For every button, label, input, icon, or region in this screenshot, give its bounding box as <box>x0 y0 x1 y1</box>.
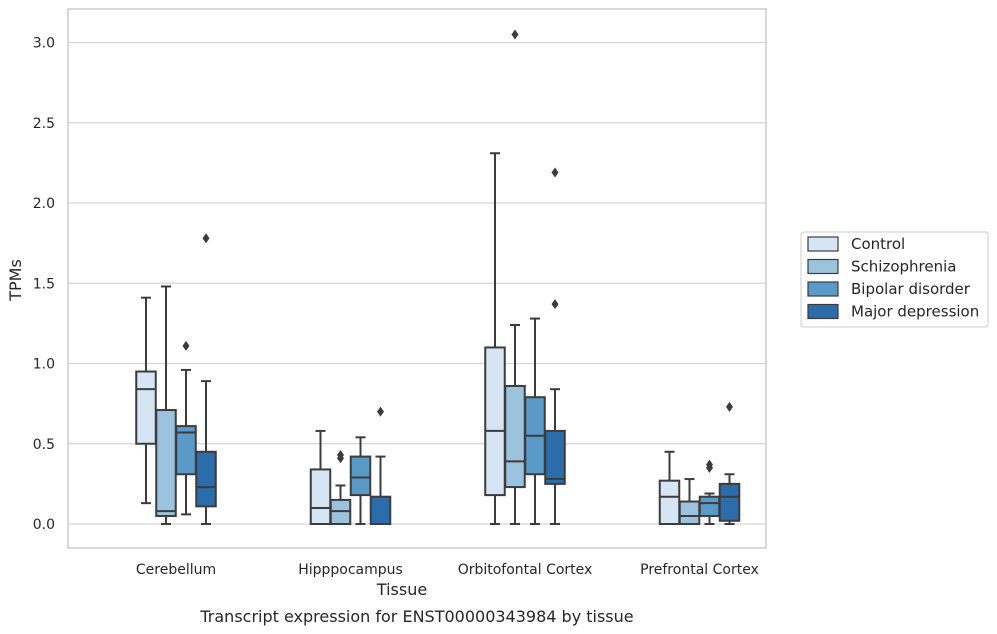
y-axis-ticks: 0.0 0.5 1.0 1.5 2.0 2.5 3.0 <box>33 36 55 534</box>
legend-label: Schizophrenia <box>851 258 956 276</box>
box-bipolar-disorder-1 <box>349 436 372 525</box>
outlier-point <box>337 449 344 460</box>
x-tick-label: Hipppocampus <box>298 562 403 578</box>
y-tick-label: 2.5 <box>33 116 55 132</box>
chart-caption: Transcript expression for ENST0000034398… <box>199 607 633 626</box>
legend: Control Schizophrenia Bipolar disorder Majo… <box>800 231 989 328</box>
plot-area <box>135 29 741 526</box>
box-body <box>504 384 526 489</box>
box-body <box>135 370 157 445</box>
box-schizophrenia-2 <box>504 29 526 525</box>
box-body <box>175 425 197 476</box>
x-tick-label: Prefrontal Cortex <box>640 562 759 578</box>
y-tick-label: 1.0 <box>33 357 55 373</box>
outlier-point <box>551 299 559 310</box>
outlier-point <box>551 167 559 178</box>
x-tick-label: Cerebellum <box>136 562 216 578</box>
box-schizophrenia-1 <box>329 449 352 525</box>
outlier-point <box>706 459 713 470</box>
box-body <box>544 429 566 485</box>
outlier-point <box>511 29 519 40</box>
y-tick-label: 3.0 <box>33 36 55 52</box>
box-major-depression-1 <box>369 406 392 525</box>
outlier-point <box>726 401 733 412</box>
box-control-3 <box>658 450 681 526</box>
x-axis-ticks: Cerebellum Hipppocampus Orbitofontal Corte… <box>136 562 759 578</box>
box-body <box>678 500 701 525</box>
box-major-depression-3 <box>718 401 741 525</box>
y-tick-label: 2.0 <box>33 196 55 212</box>
box-bipolar-disorder-3 <box>698 459 721 525</box>
box-bipolar-disorder-2 <box>524 317 546 525</box>
x-tick-label: Orbitofontal Cortex <box>458 562 593 578</box>
box-body <box>698 495 721 517</box>
y-axis-label: TPMs <box>6 259 25 302</box>
box-body <box>195 450 217 508</box>
box-body <box>369 495 392 525</box>
outlier-point <box>377 406 384 417</box>
box-body <box>349 455 372 497</box>
legend-swatch <box>807 236 839 252</box>
box-bipolar-disorder-0 <box>175 340 197 516</box>
legend-label: Major depression <box>851 303 979 321</box>
y-tick-label: 0.0 <box>33 517 55 533</box>
y-tick-label: 1.5 <box>33 276 55 292</box>
outlier-point <box>182 340 190 351</box>
plot-frame <box>67 8 767 549</box>
box-schizophrenia-3 <box>678 478 701 525</box>
box-body <box>658 479 681 526</box>
box-body <box>484 346 506 497</box>
legend-label: Control <box>851 235 905 253</box>
legend-swatch <box>807 258 839 275</box>
box-control-0 <box>135 296 157 505</box>
legend-label: Bipolar disorder <box>851 280 971 298</box>
box-body <box>309 468 332 525</box>
x-axis-label: Tissue <box>376 580 427 599</box>
outlier-point <box>202 233 210 244</box>
box-body <box>155 409 177 517</box>
box-major-depression-0 <box>195 233 217 525</box>
box-major-depression-2 <box>544 167 566 525</box>
box-body <box>718 482 741 522</box>
box-control-2 <box>484 152 506 525</box>
legend-swatch <box>807 303 839 320</box>
box-control-1 <box>309 429 332 525</box>
y-tick-label: 0.5 <box>33 437 55 453</box>
legend-swatch <box>807 281 839 297</box>
box-schizophrenia-0 <box>155 285 177 525</box>
legend-box <box>800 231 989 328</box>
